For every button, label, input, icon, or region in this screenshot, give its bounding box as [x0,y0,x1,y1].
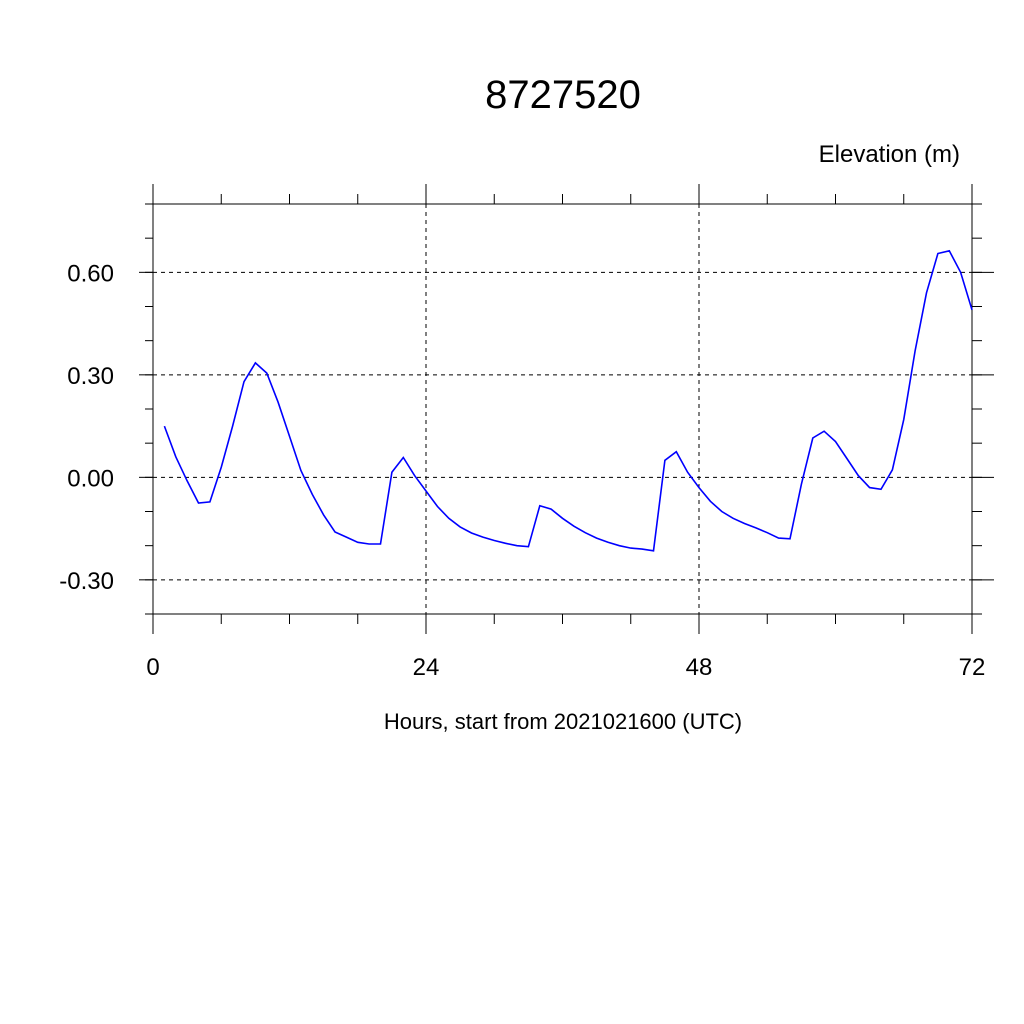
x-axis-label: Hours, start from 2021021600 (UTC) [384,709,742,734]
elevation-series-line [163,249,973,552]
axis-ticks [139,184,994,634]
y-tick-label: -0.30 [59,568,114,595]
plot-frame [152,203,973,615]
x-tick-label: 24 [413,654,440,681]
chart-title: 8727520 [485,73,641,117]
y-axis-unit-label: Elevation (m) [819,141,960,168]
x-tick-label: 48 [686,654,713,681]
grid-lines [152,204,973,614]
x-tick-label: 0 [146,654,159,681]
y-tick-label: 0.30 [67,363,114,390]
x-tick-label: 72 [959,654,986,681]
axis-tick-labels: 0.60 0.30 0.00 -0.30 0 24 48 72 [59,260,985,681]
y-tick-label: 0.60 [67,260,114,287]
y-tick-label: 0.00 [67,465,114,492]
